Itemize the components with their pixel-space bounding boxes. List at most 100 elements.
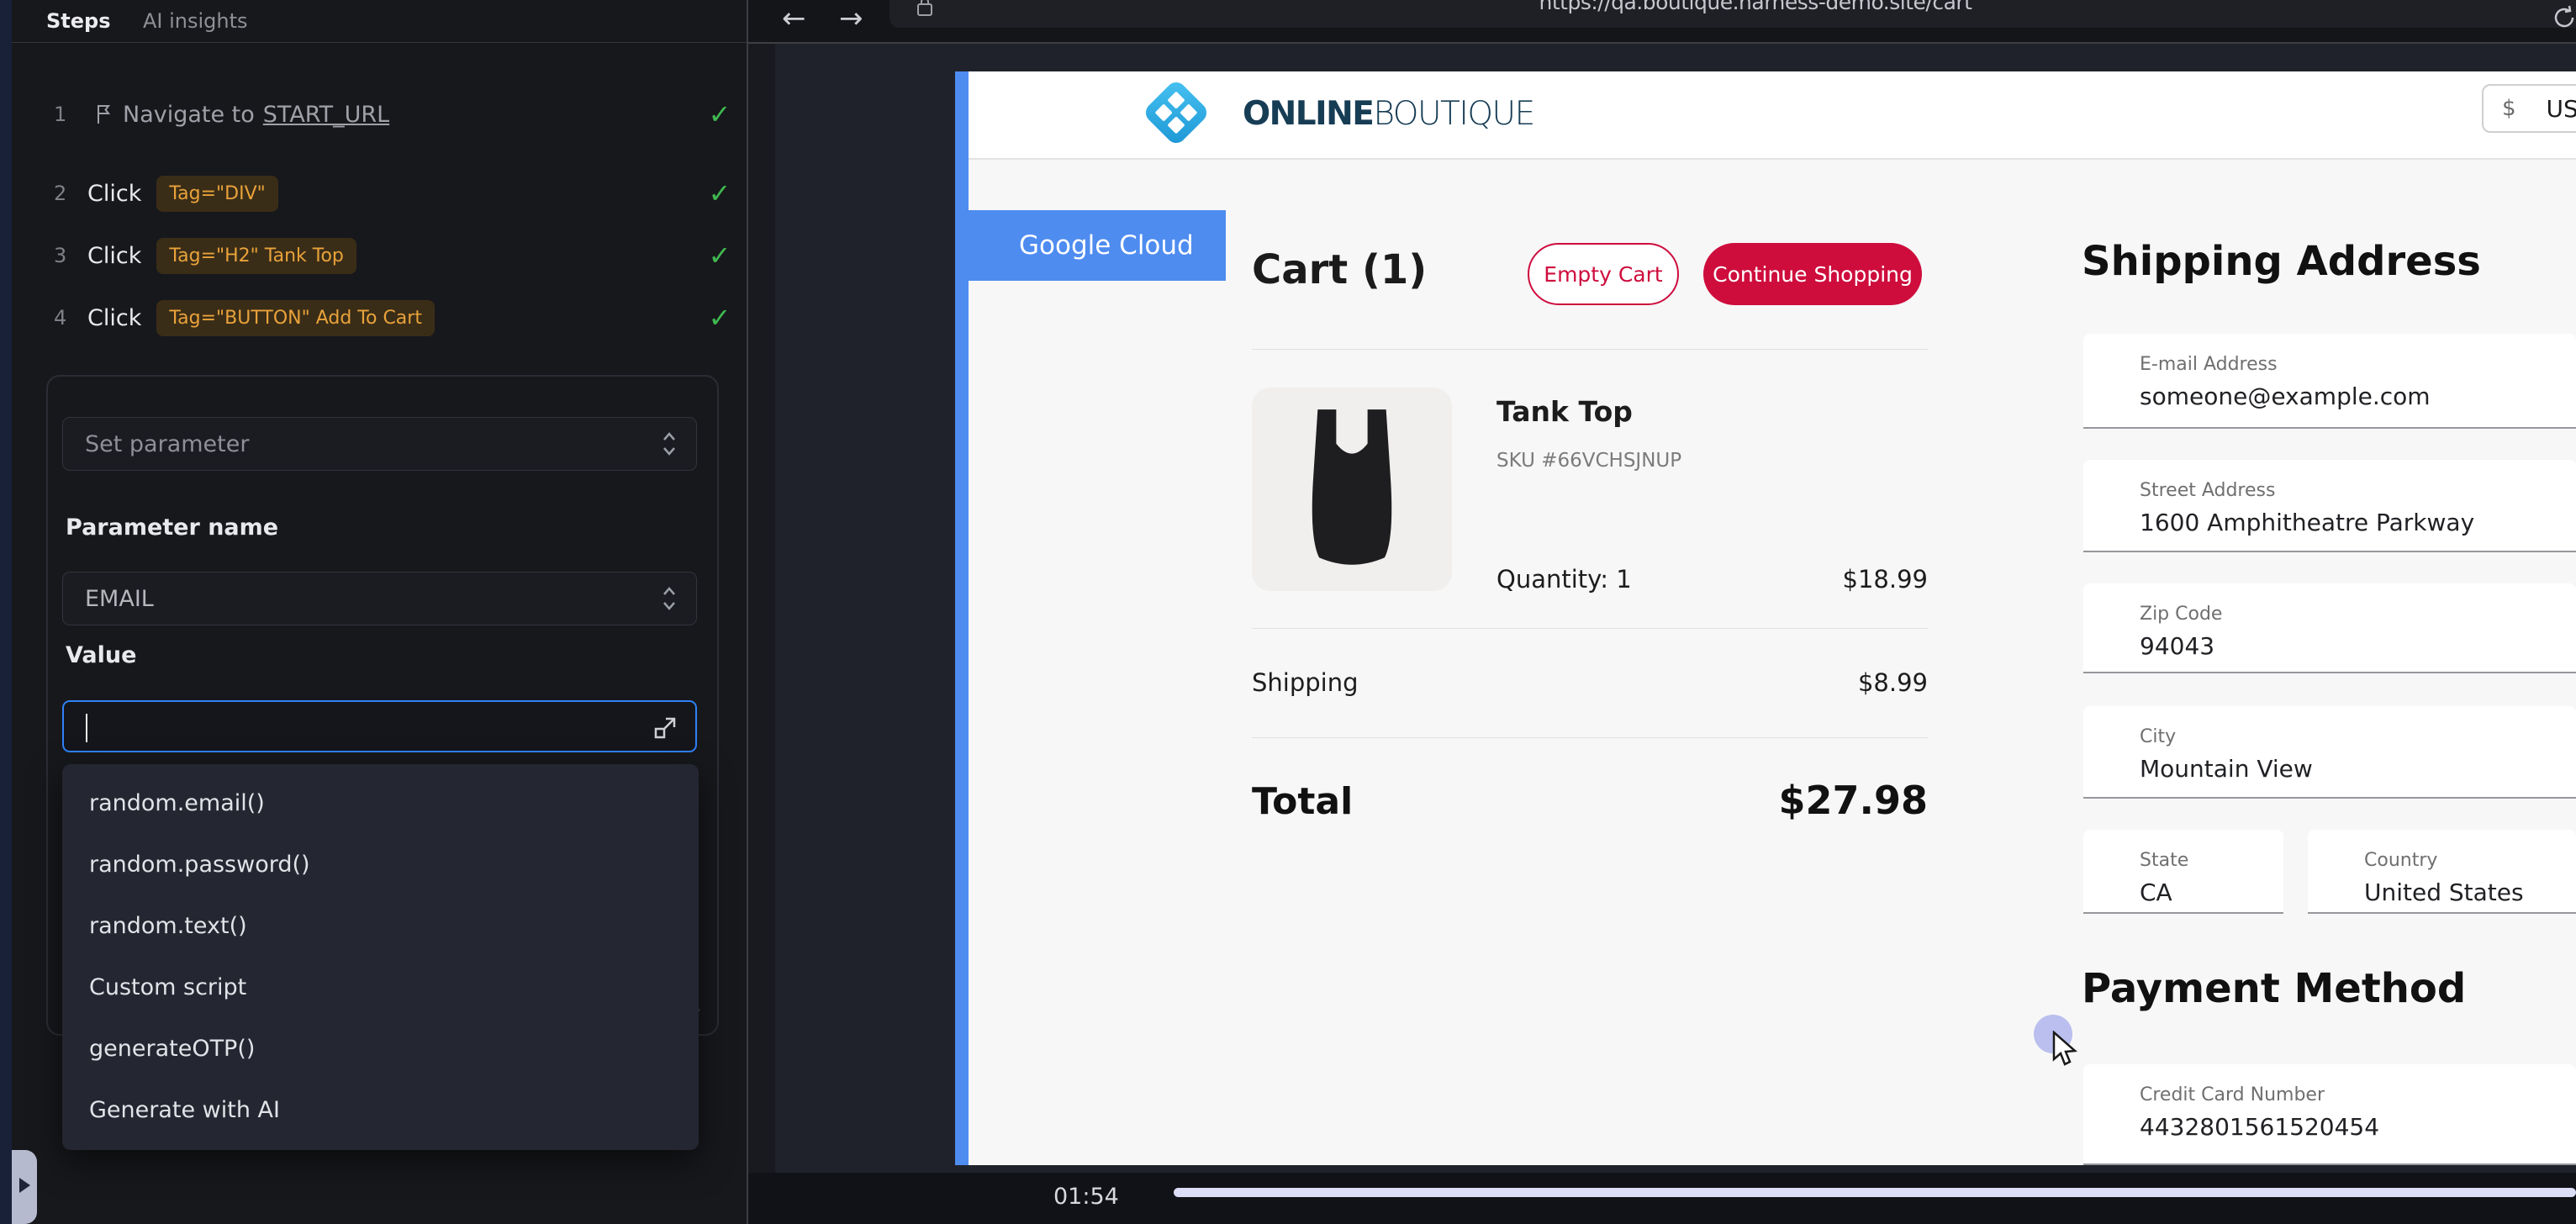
tab-steps[interactable]: Steps bbox=[46, 9, 111, 33]
value-label: Value bbox=[66, 642, 137, 668]
country-field[interactable]: Country United States bbox=[2308, 830, 2576, 914]
online-boutique-logo[interactable]: ONLINEBOUTIQUE bbox=[1243, 95, 1535, 133]
step-success-icon bbox=[703, 177, 736, 209]
payment-method-title: Payment Method bbox=[2082, 965, 2467, 1012]
shipping-price: $8.99 bbox=[1857, 668, 1928, 697]
step-row-3[interactable]: 3 Click Tag="H2" Tank Top bbox=[34, 235, 715, 276]
step-number: 3 bbox=[54, 244, 67, 267]
step-row-2[interactable]: 2 Click Tag="DIV" bbox=[34, 173, 715, 214]
city-field[interactable]: City Mountain View bbox=[2083, 706, 2576, 799]
value-suggestions-dropdown: random.email() random.password() random.… bbox=[62, 764, 699, 1150]
drawer-handle[interactable] bbox=[12, 1150, 37, 1224]
step-number: 1 bbox=[54, 103, 67, 126]
shipping-label: Shipping bbox=[1252, 668, 1359, 697]
divider bbox=[1252, 349, 1928, 350]
currency-selector[interactable]: $ USD bbox=[2482, 84, 2576, 133]
panel-divider bbox=[747, 0, 748, 1224]
tabs-divider bbox=[12, 42, 747, 43]
credit-card-field[interactable]: Credit Card Number 4432801561520454 bbox=[2083, 1064, 2576, 1165]
step-number: 4 bbox=[54, 306, 67, 330]
divider bbox=[1252, 737, 1928, 738]
lock-icon bbox=[915, 0, 935, 18]
dollar-icon: $ bbox=[2502, 96, 2516, 121]
parameter-name-value: EMAIL bbox=[85, 585, 154, 612]
refresh-icon[interactable] bbox=[2550, 3, 2576, 32]
step-success-icon bbox=[703, 302, 736, 334]
field-value: United States bbox=[2364, 878, 2524, 906]
player-bar bbox=[748, 1173, 2576, 1224]
forward-icon[interactable]: → bbox=[839, 2, 863, 35]
item-price: $18.99 bbox=[1842, 565, 1928, 594]
suggestion-custom-script[interactable]: Custom script bbox=[89, 974, 247, 1000]
email-field[interactable]: E-mail Address someone@example.com bbox=[2083, 334, 2576, 429]
brand-light: BOUTIQUE bbox=[1373, 95, 1535, 133]
item-name: Tank Top bbox=[1497, 395, 1633, 428]
step-label: Click bbox=[87, 242, 142, 269]
tab-ai-insights[interactable]: AI insights bbox=[143, 9, 248, 33]
total-price: $27.98 bbox=[1778, 778, 1928, 823]
step-target-badge[interactable]: Tag="BUTTON" Add To Cart bbox=[156, 299, 435, 336]
step-number: 2 bbox=[54, 182, 67, 205]
item-quantity: Quantity: 1 bbox=[1497, 565, 1632, 594]
step-label: Navigate to bbox=[123, 101, 255, 128]
currency-code: USD bbox=[2546, 94, 2576, 123]
text-caret bbox=[86, 714, 87, 742]
site-header bbox=[969, 71, 2576, 160]
player-timestamp: 01:54 bbox=[1053, 1184, 1119, 1210]
viewport-shade bbox=[748, 44, 775, 1173]
field-value: 1600 Amphitheatre Parkway bbox=[2140, 509, 2475, 536]
step-target-badge[interactable]: Tag="DIV" bbox=[156, 175, 278, 212]
field-label: Credit Card Number bbox=[2140, 1084, 2325, 1105]
divider bbox=[1252, 628, 1928, 629]
field-label: Zip Code bbox=[2140, 604, 2223, 625]
street-address-field[interactable]: Street Address 1600 Amphitheatre Parkway bbox=[2083, 460, 2576, 552]
zip-code-field[interactable]: Zip Code 94043 bbox=[2083, 583, 2576, 673]
suggestion-random-password[interactable]: random.password() bbox=[89, 852, 310, 878]
field-label: Street Address bbox=[2140, 480, 2276, 501]
step-success-icon bbox=[703, 98, 736, 130]
url-bar[interactable]: https://qa.boutique.harness-demo.site/ca… bbox=[889, 0, 2576, 28]
step-row-4[interactable]: 4 Click Tag="BUTTON" Add To Cart bbox=[34, 298, 715, 338]
step-target-badge[interactable]: Tag="H2" Tank Top bbox=[156, 237, 356, 274]
product-image bbox=[1252, 388, 1452, 591]
step-label: Click bbox=[87, 304, 142, 331]
suggestion-random-email[interactable]: random.email() bbox=[89, 790, 265, 816]
parameter-name-select[interactable]: EMAIL bbox=[62, 572, 697, 625]
suggestion-random-text[interactable]: random.text() bbox=[89, 913, 247, 939]
set-parameter-value: Set parameter bbox=[85, 430, 250, 457]
suggestion-generate-with-ai[interactable]: Generate with AI bbox=[89, 1097, 280, 1123]
expand-editor-icon[interactable] bbox=[652, 715, 678, 741]
step-label: Click bbox=[87, 180, 142, 207]
shipping-address-title: Shipping Address bbox=[2082, 238, 2481, 285]
step-row-1[interactable]: 1 Navigate to START_URL bbox=[34, 94, 715, 135]
player-progress-track[interactable] bbox=[1174, 1188, 2576, 1197]
empty-cart-button[interactable]: Empty Cart bbox=[1528, 243, 1679, 305]
play-icon bbox=[19, 1178, 30, 1193]
field-label: City bbox=[2140, 726, 2177, 747]
left-rail bbox=[0, 0, 12, 1224]
field-value: 94043 bbox=[2140, 632, 2215, 660]
mouse-cursor bbox=[2051, 1031, 2083, 1069]
continue-shopping-button[interactable]: Continue Shopping bbox=[1703, 243, 1922, 305]
field-label: Country bbox=[2364, 850, 2438, 871]
state-field[interactable]: State CA bbox=[2083, 830, 2283, 914]
set-parameter-select[interactable]: Set parameter bbox=[62, 417, 697, 471]
field-value: 4432801561520454 bbox=[2140, 1113, 2380, 1141]
step-success-icon bbox=[703, 240, 736, 272]
field-label: State bbox=[2140, 850, 2189, 871]
field-value: someone@example.com bbox=[2140, 382, 2431, 410]
google-cloud-strip bbox=[955, 71, 969, 1165]
cart-title: Cart (1) bbox=[1252, 246, 1428, 293]
online-boutique-page: ONLINEBOUTIQUE $ USD Cart (1) Empty Cart… bbox=[969, 71, 2576, 1165]
url-text: https://qa.boutique.harness-demo.site/ca… bbox=[1539, 0, 1972, 14]
field-value: Mountain View bbox=[2140, 755, 2313, 783]
back-icon[interactable]: ← bbox=[782, 2, 806, 35]
select-chevrons-icon bbox=[661, 430, 678, 458]
value-input[interactable] bbox=[62, 700, 697, 752]
suggestion-generate-otp[interactable]: generateOTP() bbox=[89, 1036, 256, 1062]
flag-icon bbox=[91, 102, 114, 127]
field-label: E-mail Address bbox=[2140, 354, 2278, 375]
start-url-link[interactable]: START_URL bbox=[262, 101, 390, 128]
brand-bold: ONLINE bbox=[1243, 95, 1375, 133]
total-label: Total bbox=[1252, 780, 1354, 823]
